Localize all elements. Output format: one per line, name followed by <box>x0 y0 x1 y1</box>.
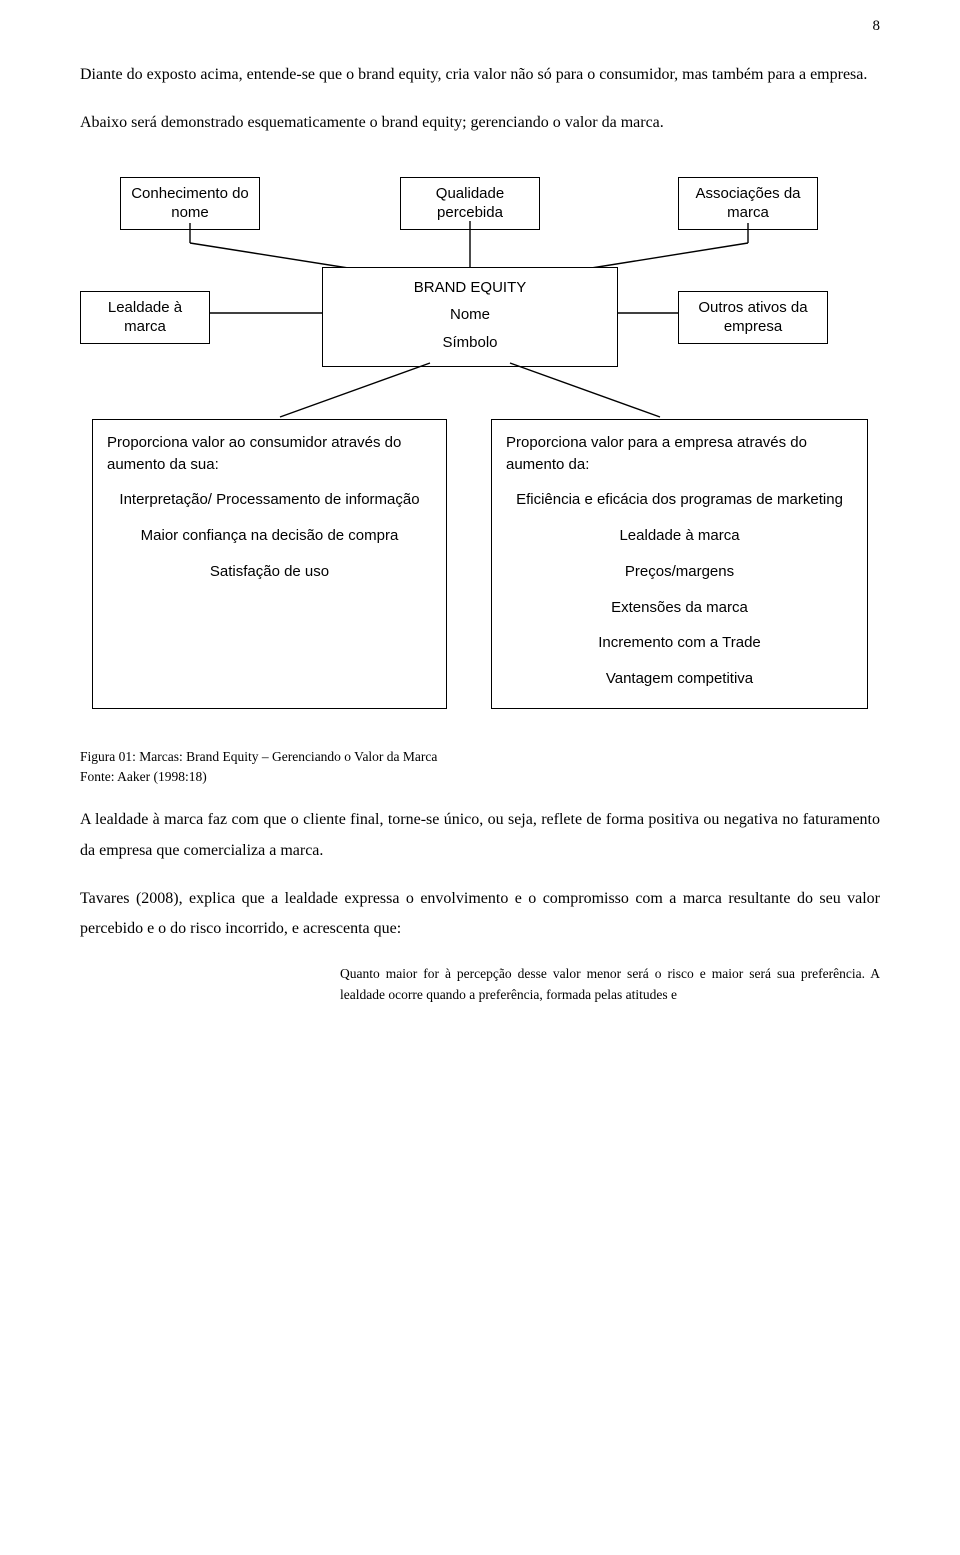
company-item-1: Eficiência e eficácia dos programas de m… <box>506 489 853 511</box>
box-conhecimento: Conhecimento do nome <box>120 177 260 230</box>
caption-line-1: Figura 01: Marcas: Brand Equity – Gerenc… <box>80 747 880 767</box>
box-valor-consumidor: Proporciona valor ao consumidor através … <box>92 419 447 709</box>
box-lealdade: Lealdade à marca <box>80 291 210 344</box>
consumer-item-3: Satisfação de uso <box>107 561 432 583</box>
label-simbolo: Símbolo <box>337 333 603 353</box>
company-item-4: Extensões da marca <box>506 597 853 619</box>
intro-p1: Diante do exposto acima, entende-se que … <box>80 60 880 90</box>
box-brand-equity: BRAND EQUITY Nome Símbolo <box>322 267 618 368</box>
intro-p2: Abaixo será demonstrado esquematicamente… <box>80 108 880 138</box>
body-p1: A lealdade à marca faz com que o cliente… <box>80 805 880 866</box>
diagram-row-top: Conhecimento do nome Qualidade percebida… <box>80 177 880 233</box>
diagram-row-bottom: Proporciona valor ao consumidor através … <box>80 419 880 709</box>
box-valor-empresa: Proporciona valor para a empresa através… <box>491 419 868 709</box>
company-lead: Proporciona valor para a empresa através… <box>506 432 853 476</box>
company-item-3: Preços/margens <box>506 561 853 583</box>
brand-equity-diagram: Conhecimento do nome Qualidade percebida… <box>80 177 880 709</box>
consumer-lead: Proporciona valor ao consumidor através … <box>107 432 432 476</box>
figure-caption: Figura 01: Marcas: Brand Equity – Gerenc… <box>80 747 880 788</box>
label-brand-equity: BRAND EQUITY <box>337 278 603 298</box>
consumer-item-1: Interpretação/ Processamento de informaç… <box>107 489 432 511</box>
label-nome: Nome <box>337 305 603 325</box>
diagram-row-mid: Lealdade à marca BRAND EQUITY Nome Símbo… <box>80 267 880 377</box>
intro-block: Diante do exposto acima, entende-se que … <box>80 60 880 139</box>
company-item-5: Incremento com a Trade <box>506 632 853 654</box>
box-outros-ativos: Outros ativos da empresa <box>678 291 828 344</box>
company-item-6: Vantagem competitiva <box>506 668 853 690</box>
block-quote: Quanto maior for à percepção desse valor… <box>340 963 880 1006</box>
box-qualidade: Qualidade percebida <box>400 177 540 230</box>
caption-line-2: Fonte: Aaker (1998:18) <box>80 767 880 787</box>
body-p2: Tavares (2008), explica que a lealdade e… <box>80 884 880 945</box>
box-associacoes: Associações da marca <box>678 177 818 230</box>
company-item-2: Lealdade à marca <box>506 525 853 547</box>
page-number: 8 <box>873 18 881 35</box>
consumer-item-2: Maior confiança na decisão de compra <box>107 525 432 547</box>
